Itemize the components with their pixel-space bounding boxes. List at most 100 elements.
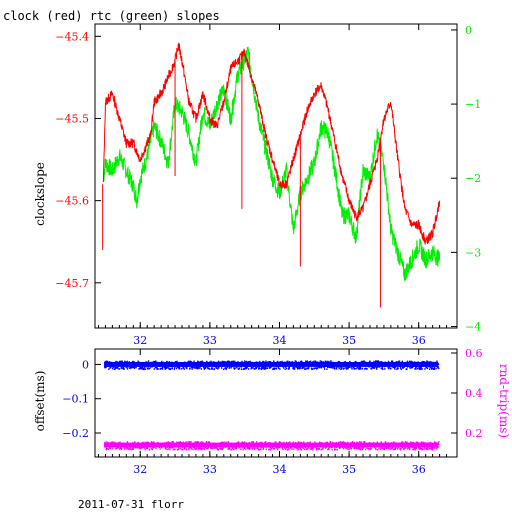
offset-series-point — [301, 361, 303, 363]
rndtrip-series-point — [434, 447, 436, 450]
offset-series-point — [287, 360, 289, 363]
offset-series-point — [264, 367, 266, 370]
rndtrip-series-point — [114, 441, 116, 444]
offset-series-point — [192, 366, 194, 369]
rndtrip-series-point — [262, 447, 265, 449]
rndtrip-series-point — [326, 441, 329, 444]
rndtrip-series-point — [409, 446, 411, 449]
offset-series-point — [294, 360, 296, 362]
rndtrip-series-point — [351, 441, 354, 443]
rndtrip-series-point — [424, 447, 426, 449]
offset-series-point — [437, 363, 440, 366]
rndtrip-series-point — [392, 441, 395, 443]
rndtrip-series-point — [426, 447, 428, 449]
rndtrip-series-point — [406, 441, 408, 444]
rndtrip-series-point — [188, 448, 190, 450]
rndtrip-series-point — [342, 446, 344, 449]
offset-series-point — [438, 367, 440, 370]
bottom-ylabel: offset(ms) — [33, 371, 47, 432]
rndtrip-series-point — [202, 448, 204, 450]
bottom-xtick-label: 33 — [203, 463, 217, 476]
offset-series-point — [433, 368, 435, 370]
offset-series-point — [235, 366, 237, 368]
rndtrip-series-point — [353, 447, 355, 450]
rndtrip-series-point — [126, 441, 128, 443]
rndtrip-series-point — [210, 447, 212, 450]
offset-series-point — [434, 366, 436, 369]
offset-series-point — [270, 366, 272, 368]
offset-series-point — [387, 366, 389, 369]
offset-series-point — [360, 367, 362, 369]
rndtrip-series-point — [350, 441, 352, 444]
offset-series-point — [406, 360, 408, 363]
bottom-y2label: rnd-trip(ms) — [497, 364, 511, 438]
offset-series-point — [188, 361, 190, 363]
rndtrip-series-point — [251, 441, 253, 443]
top-marks: 32 33 34 35 36 −45.4 −45.5 −45.6 −45.7 0 −1 −2 −3 −4 — [55, 24, 481, 347]
rndtrip-series-point — [244, 441, 246, 443]
rndtrip-series-point — [306, 448, 309, 450]
rndtrip-series-point — [247, 447, 249, 449]
offset-series-point — [193, 360, 195, 363]
offset-series-point — [178, 367, 180, 370]
offset-series-point — [398, 360, 401, 363]
rndtrip-series-point — [143, 447, 146, 449]
top-y2tick-label: −1 — [465, 98, 481, 111]
offset-series-point — [382, 368, 384, 371]
offset-series-point — [138, 360, 140, 363]
rndtrip-series-point — [176, 449, 178, 451]
offset-series-point — [357, 367, 359, 370]
offset-series-point — [353, 366, 355, 369]
offset-series-point — [283, 367, 285, 369]
offset-series-point — [258, 367, 260, 369]
rndtrip-series-point — [350, 447, 353, 450]
offset-series-point — [294, 368, 296, 370]
rndtrip-series-point — [115, 448, 117, 450]
rndtrip-series-point — [364, 441, 366, 443]
top-y2tick-label: −4 — [465, 321, 481, 334]
offset-series-point — [196, 367, 198, 369]
offset-series-point — [216, 367, 218, 369]
rndtrip-series-point — [288, 448, 290, 450]
offset-series-point — [257, 366, 259, 368]
rndtrip-series-point — [361, 447, 363, 449]
offset-series-point — [429, 368, 431, 370]
top-y2tick-label: 0 — [465, 24, 472, 37]
offset-series-point — [285, 366, 287, 368]
offset-series-point — [316, 367, 319, 370]
rndtrip-series-point — [105, 448, 107, 451]
rndtrip-series-point — [363, 446, 365, 449]
rndtrip-series-point — [385, 447, 388, 450]
rndtrip-series-point — [238, 441, 240, 443]
offset-series-point — [120, 367, 122, 370]
rndtrip-series-point — [309, 441, 311, 444]
offset-series-point — [240, 368, 243, 370]
offset-series-point — [143, 368, 145, 370]
offset-series-point — [297, 366, 300, 369]
offset-series-point — [162, 368, 164, 370]
rndtrip-series-point — [106, 447, 108, 450]
rndtrip-series-point — [277, 447, 279, 449]
rndtrip-series-point — [347, 448, 349, 451]
offset-series-point — [223, 368, 225, 371]
offset-series-point — [259, 367, 261, 370]
rndtrip-series-point — [291, 448, 293, 450]
offset-series-point — [105, 360, 107, 363]
rndtrip-series-point — [146, 447, 148, 450]
offset-series-point — [402, 367, 404, 369]
rndtrip-series-point — [432, 447, 434, 449]
rndtrip-series-point — [159, 448, 161, 450]
rndtrip-series-point — [328, 448, 330, 450]
rndtrip-series-point — [336, 449, 338, 451]
rndtrip-series-point — [304, 448, 306, 450]
offset-series-point — [121, 367, 124, 369]
offset-series-point — [280, 361, 282, 363]
rndtrip-series-point — [233, 448, 235, 451]
offset-series-point — [328, 360, 330, 363]
offset-series-point — [123, 367, 125, 369]
offset-series-point — [275, 367, 278, 370]
rndtrip-series-point — [290, 447, 292, 449]
offset-series-point — [410, 360, 412, 363]
rndtrip-series-point — [148, 449, 151, 451]
